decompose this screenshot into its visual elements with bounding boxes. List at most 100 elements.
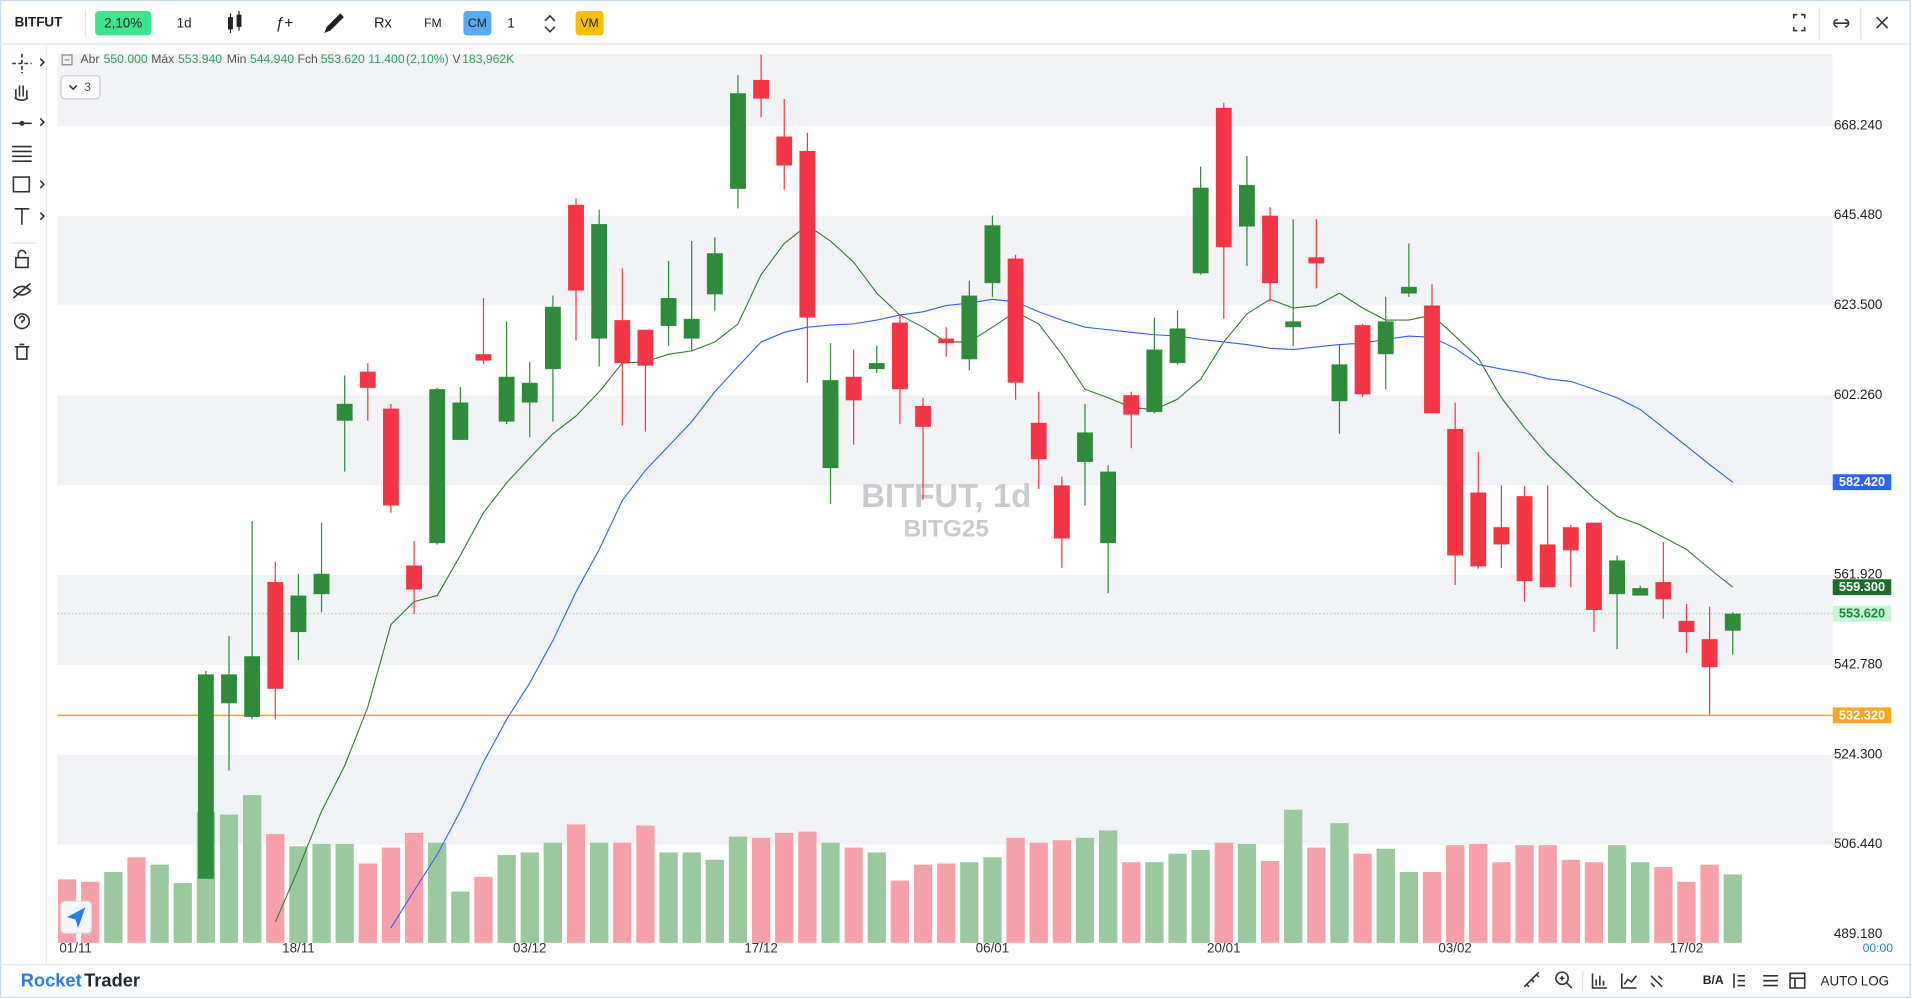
x-time-label: 00:00	[1863, 941, 1894, 955]
pencil-icon[interactable]	[324, 13, 344, 33]
volume-bar	[1492, 862, 1511, 943]
trash-tool[interactable]	[14, 343, 30, 360]
volume-bar	[566, 824, 586, 943]
expand-icon[interactable]	[1792, 13, 1806, 32]
symbol[interactable]: BITFUT	[15, 15, 63, 30]
candle-icon[interactable]	[228, 10, 242, 33]
close-icon[interactable]	[1876, 16, 1889, 29]
link-icon[interactable]	[1833, 18, 1850, 28]
volume-bar	[682, 852, 701, 943]
spinner[interactable]	[544, 14, 556, 33]
volume-bar	[1284, 809, 1303, 943]
legend-toggle[interactable]	[61, 54, 73, 66]
volume-bar	[1052, 840, 1071, 943]
bars-icon[interactable]	[1591, 973, 1608, 989]
lock-tool[interactable]	[15, 249, 29, 269]
fm-tool[interactable]: FM	[424, 16, 442, 30]
volume-bar	[1469, 843, 1488, 943]
chevron[interactable]	[39, 117, 46, 127]
candle-body	[1678, 620, 1695, 633]
candle-body	[1539, 544, 1556, 588]
candle-body	[591, 224, 608, 339]
volume-bar	[474, 876, 493, 943]
chevron[interactable]	[39, 211, 46, 221]
candle-body	[891, 322, 908, 390]
hide-tool[interactable]	[12, 282, 32, 299]
line-tool-dot	[19, 120, 25, 126]
chevron[interactable]	[39, 180, 46, 189]
last-price-label: 553.620	[1839, 606, 1885, 621]
volume-bar	[1584, 862, 1604, 943]
points-icon[interactable]	[1650, 975, 1663, 988]
collapse-count: 3	[84, 80, 91, 94]
candle-body	[1215, 107, 1232, 248]
text-tool[interactable]	[14, 208, 30, 225]
candle-body	[244, 656, 261, 717]
vm-pill[interactable]	[575, 10, 604, 36]
volume-bar	[1515, 845, 1534, 943]
legend-change: 11.400	[368, 52, 405, 66]
rx-tool[interactable]: Rx	[374, 16, 393, 32]
cm-pill[interactable]	[463, 10, 492, 36]
candle-body	[799, 150, 816, 318]
legend-volume: 183,962K	[462, 52, 514, 66]
dom-icon[interactable]	[1763, 975, 1778, 987]
cm: CM	[468, 16, 487, 30]
volume-bar	[937, 863, 956, 943]
candle-body	[776, 136, 793, 166]
candle-body	[730, 93, 746, 189]
ruler-icon[interactable]	[1523, 971, 1540, 988]
y-tick-label: 561.920	[1834, 567, 1882, 582]
volume-bar	[1237, 843, 1257, 943]
change-pill[interactable]	[95, 10, 152, 36]
chevron[interactable]	[39, 58, 46, 67]
zoom-mark	[1559, 975, 1573, 989]
candle-body	[822, 380, 839, 469]
volume-bar	[844, 847, 863, 943]
volume-bar	[543, 842, 563, 943]
candle-body	[1400, 286, 1417, 294]
y-tick-label: 623.500	[1834, 297, 1882, 312]
candle-body	[915, 405, 931, 427]
indicator-tool[interactable]: ƒ+	[275, 15, 293, 32]
interval[interactable]: 1d	[177, 15, 192, 30]
help-tool[interactable]	[13, 313, 31, 330]
volume-bar	[1723, 874, 1742, 943]
times-icon[interactable]	[1733, 973, 1745, 989]
volume-bar	[428, 842, 447, 943]
hand-tool[interactable]	[14, 85, 29, 101]
last-price-label-bg	[1832, 605, 1892, 622]
x-tick-label: 03/02	[1438, 940, 1472, 955]
help-mark	[18, 315, 26, 324]
candle-body	[290, 595, 307, 633]
fib-tool[interactable]	[12, 145, 32, 163]
change: 2,10%	[104, 15, 142, 30]
collapse-button[interactable]	[60, 75, 101, 100]
log-scale[interactable]: LOG	[1861, 973, 1889, 988]
volume-bar	[1330, 823, 1349, 943]
table-icon[interactable]	[1789, 972, 1806, 989]
candle-body	[1030, 422, 1047, 460]
volume-bar	[1399, 871, 1419, 943]
volume-bar	[1422, 871, 1442, 943]
line-icon[interactable]	[1620, 973, 1638, 989]
candle-body	[221, 674, 237, 704]
zoom-icon[interactable]	[1555, 971, 1569, 986]
volume-bar	[127, 857, 146, 943]
volume-bar	[983, 857, 1002, 943]
x-tick-label: 20/01	[1207, 940, 1241, 955]
candle-body	[1470, 492, 1487, 567]
volume-bar	[1168, 853, 1187, 943]
candle-body	[406, 565, 423, 590]
shape-tool[interactable]	[12, 176, 31, 193]
quantity[interactable]: 1	[507, 15, 514, 30]
candle-body	[753, 79, 770, 99]
volume-bar	[104, 871, 123, 943]
legend-label: Min	[227, 52, 247, 66]
candle-body	[1586, 522, 1602, 611]
volume-bar	[1607, 845, 1627, 943]
crosshair-tool[interactable]	[12, 53, 32, 74]
auto-scale[interactable]: AUTO	[1821, 973, 1858, 988]
book-toggle[interactable]: B/A	[1703, 973, 1724, 987]
volume-bar	[173, 882, 192, 943]
